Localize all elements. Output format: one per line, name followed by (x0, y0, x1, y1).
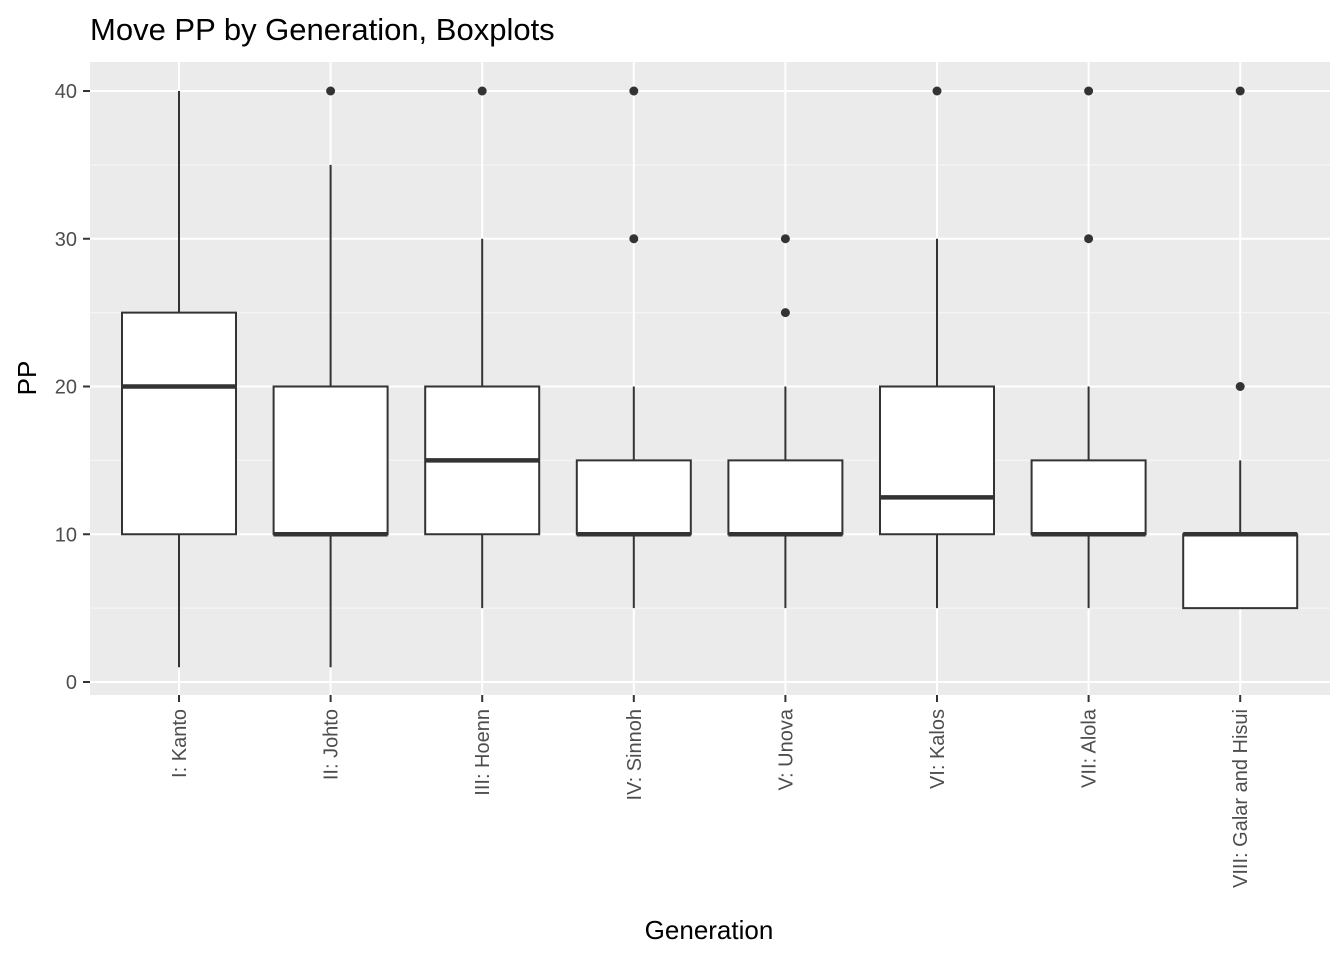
iqr-box (121, 311, 237, 536)
outlier-point (629, 86, 639, 96)
outlier-point (1235, 86, 1245, 96)
iqr-box (1030, 459, 1147, 536)
boxplot-7 (1030, 86, 1147, 609)
iqr-box (1182, 533, 1299, 610)
x-tick-label: IV: Sinnoh (624, 709, 646, 801)
y-axis-title: PP (12, 361, 42, 396)
y-tick-label: 0 (66, 672, 77, 694)
plot-panel-background (90, 62, 1330, 695)
outlier-point (932, 86, 942, 96)
chart-title: Move PP by Generation, Boxplots (90, 12, 555, 47)
y-tick-label: 20 (55, 377, 77, 399)
x-tick-label: V: Unova (775, 708, 797, 790)
outlier-point (780, 308, 790, 318)
outlier-point (477, 86, 487, 96)
iqr-box (272, 385, 389, 536)
outlier-point (1084, 234, 1094, 244)
outlier-point (1084, 86, 1094, 96)
boxplot-4 (575, 86, 692, 609)
boxplot-3 (424, 86, 541, 609)
outlier-point (780, 234, 790, 244)
y-tick-label: 40 (55, 81, 77, 103)
boxplot-2 (272, 86, 389, 668)
x-tick-label: VI: Kalos (927, 709, 949, 789)
y-tick-label: 10 (55, 524, 77, 546)
x-tick-label: III: Hoenn (472, 709, 494, 796)
boxplot-1 (121, 91, 237, 668)
boxplots (121, 86, 1299, 668)
iqr-box (879, 385, 995, 536)
iqr-box (575, 459, 692, 536)
boxplot-6 (879, 86, 995, 609)
axes: 0 10 20 30 40 I: Kanto II: Johto III: Hoenn IV: … (55, 81, 1252, 888)
x-tick-label: I: Kanto (169, 709, 191, 778)
outlier-point (326, 86, 336, 96)
x-tick-label: II: Johto (321, 709, 343, 780)
boxplot-8 (1182, 86, 1299, 610)
plot-panel (90, 62, 1330, 695)
boxplot-5 (727, 234, 844, 609)
outlier-point (629, 234, 639, 244)
x-axis-title: Generation (645, 915, 774, 945)
outlier-point (1235, 382, 1245, 391)
iqr-box (727, 459, 844, 536)
y-tick-label: 30 (55, 229, 77, 251)
x-tick-label: VII: Alola (1079, 708, 1101, 788)
x-tick-label: VIII: Galar and Hisui (1230, 709, 1252, 888)
